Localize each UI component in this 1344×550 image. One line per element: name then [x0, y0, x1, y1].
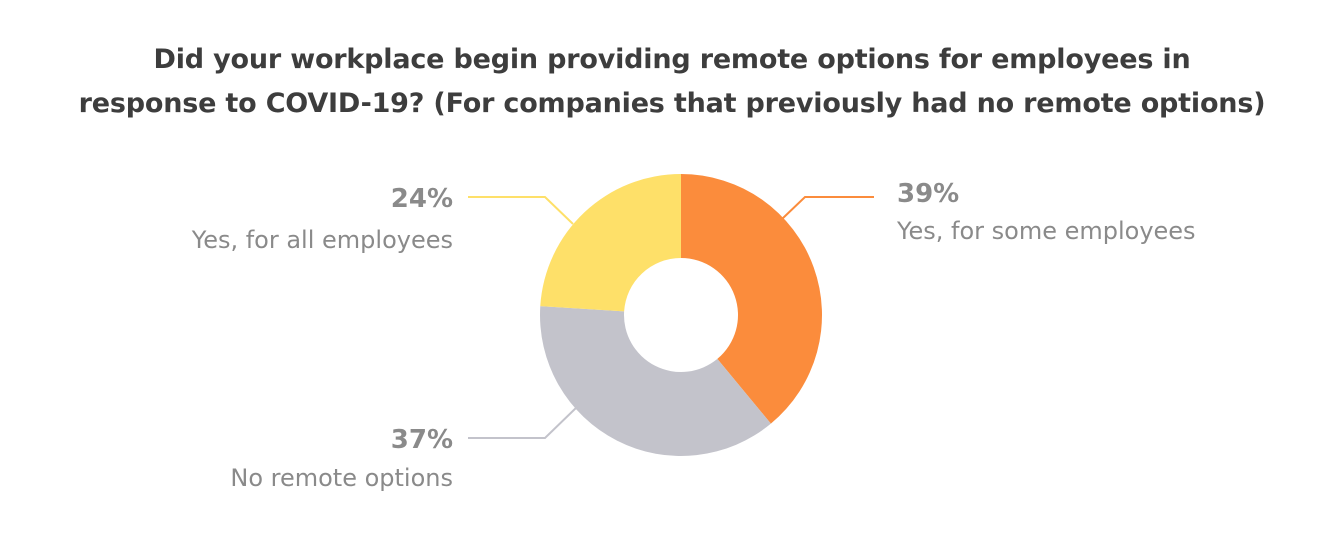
value-label-yes-for-some-employees: 39%	[897, 179, 959, 209]
chart-title: Did your workplace begin providing remot…	[0, 38, 1344, 126]
leader-line-yes-for-some-employees	[781, 196, 874, 220]
chart-title-line-2: response to COVID-19? (For companies tha…	[78, 88, 1266, 119]
slice-labels: 39% Yes, for some employees 37% No remote o…	[191, 179, 1196, 492]
donut-slices	[540, 174, 822, 456]
category-label-yes-for-all-employees: Yes, for all employees	[191, 226, 453, 254]
leader-lines	[468, 196, 874, 439]
leader-line-no-remote-options	[468, 405, 579, 439]
value-label-yes-for-all-employees: 24%	[391, 184, 453, 214]
category-label-yes-for-some-employees: Yes, for some employees	[896, 217, 1196, 245]
chart-title-line-1: Did your workplace begin providing remot…	[153, 44, 1191, 75]
slice-yes-for-some-employees	[681, 174, 822, 424]
category-label-no-remote-options: No remote options	[230, 464, 453, 492]
slice-yes-for-all-employees	[540, 174, 681, 312]
leader-line-yes-for-all-employees	[468, 196, 574, 225]
slice-no-remote-options	[540, 306, 771, 456]
value-label-no-remote-options: 37%	[391, 425, 453, 455]
